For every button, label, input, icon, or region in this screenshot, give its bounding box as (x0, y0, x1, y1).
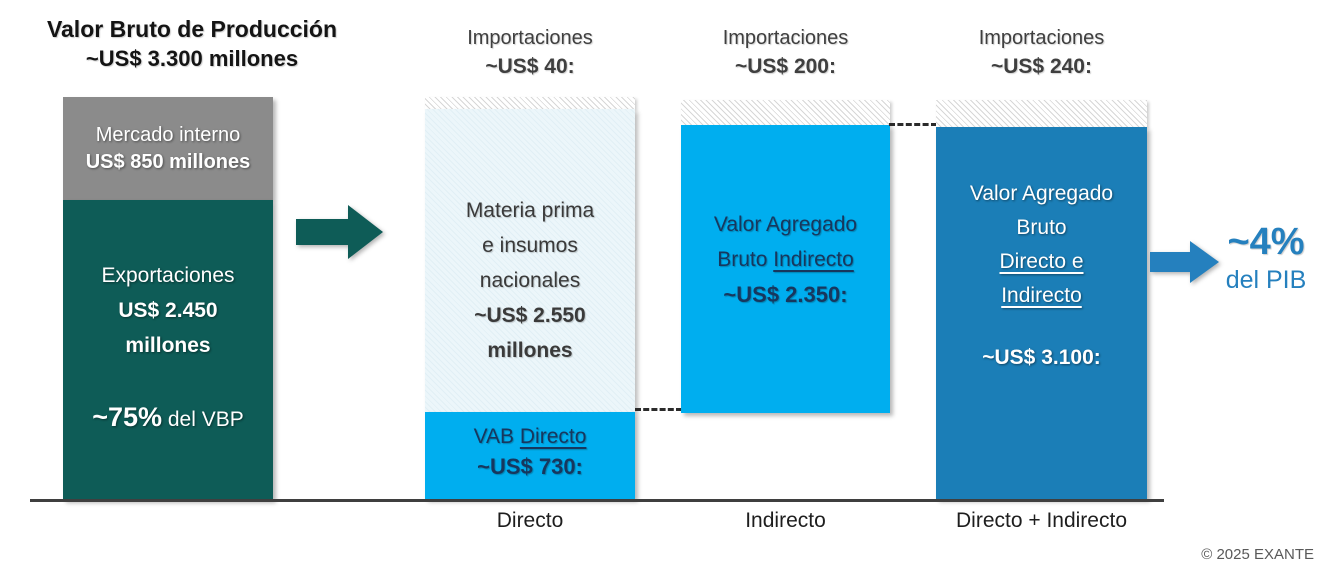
indirecto-imports-value: ~US$ 200: (735, 55, 836, 78)
vab-total-line1: Valor Agregado (969, 182, 1114, 205)
copyright-notice: © 2025 EXANTE (1201, 546, 1314, 563)
segment-exportaciones: Exportaciones US$ 2.450 millones ~75% de… (63, 200, 273, 500)
indirecto-imports-label: Importaciones (722, 27, 849, 49)
exportaciones-share-suffix: del VBP (162, 408, 244, 431)
directo-imports-header: Importaciones ~US$ 40: (425, 24, 635, 82)
vab-indirecto-line1: Valor Agregado (713, 213, 858, 236)
materia-prima-line2: e insumos (482, 234, 578, 257)
pib-label: del PIB (1225, 266, 1307, 294)
vab-indirecto-line2: Bruto Indirecto (681, 242, 890, 277)
total-imports-header: Importaciones ~US$ 240: (936, 24, 1147, 82)
axis-label-total: Directo + Indirecto (956, 509, 1127, 532)
segment-importaciones-total (936, 100, 1147, 127)
title-line2: ~US$ 3.300 millones (85, 46, 299, 71)
segment-vab-directo: VAB Directo ~US$ 730: (425, 412, 635, 499)
segment-importaciones-indirecto (681, 100, 890, 125)
x-axis-baseline (30, 499, 1164, 502)
pib-percentage: ~4% (1227, 221, 1305, 263)
vab-indirecto-prefix: Bruto (717, 248, 774, 271)
segment-vab-total: Valor Agregado Bruto Directo e Indirecto… (936, 127, 1147, 499)
dashed-connector-directo-indirecto (635, 408, 682, 411)
total-imports-label: Importaciones (978, 27, 1105, 49)
dashed-connector-indirecto-total (889, 123, 937, 126)
vab-indirecto-value: ~US$ 2.350: (723, 282, 848, 307)
vab-directo-prefix: VAB (473, 425, 520, 448)
materia-prima-value-line2: millones (487, 339, 573, 362)
vab-directo-value: ~US$ 730: (477, 454, 583, 479)
vab-total-line3: Directo e (999, 250, 1084, 273)
materia-prima-line1: Materia prima (465, 199, 595, 222)
segment-mercado-interno: Mercado interno US$ 850 millones (63, 97, 273, 200)
directo-imports-label: Importaciones (467, 27, 593, 49)
directo-imports-value: ~US$ 40: (485, 55, 575, 78)
axis-label-directo: Directo (496, 509, 564, 532)
vab-indirecto-underlined: Indirecto (773, 248, 854, 271)
arrow-right-icon (296, 205, 383, 259)
exportaciones-value-line2: millones (125, 334, 211, 357)
axis-label-indirecto: Indirecto (745, 509, 826, 532)
arrow-right-blue-icon (1150, 241, 1219, 283)
materia-prima-value-line1: ~US$ 2.550 (474, 304, 586, 327)
segment-importaciones-directo (425, 97, 635, 109)
exportaciones-value-line1: US$ 2.450 (118, 299, 218, 322)
title-line1: Valor Bruto de Producción (46, 16, 338, 42)
vab-directo-underlined: Directo (519, 425, 587, 448)
page-title: Valor Bruto de Producción ~US$ 3.300 mil… (6, 14, 378, 74)
vab-total-value: ~US$ 3.100: (982, 346, 1101, 369)
total-imports-value: ~US$ 240: (991, 55, 1092, 78)
vab-total-line2: Bruto (1016, 216, 1067, 239)
mercado-interno-value: US$ 850 millones (85, 150, 251, 173)
exportaciones-share-line: ~75% del VBP (63, 400, 273, 437)
vab-directo-label: VAB Directo (425, 422, 635, 452)
pib-annotation: ~4% del PIB (1214, 220, 1318, 296)
exportaciones-label: Exportaciones (101, 264, 235, 287)
exportaciones-share-pct: ~75% (92, 402, 163, 432)
materia-prima-line3: nacionales (479, 269, 581, 292)
vab-total-line4: Indirecto (1001, 284, 1082, 307)
segment-vab-indirecto: Valor Agregado Bruto Indirecto ~US$ 2.35… (681, 125, 890, 413)
mercado-interno-label: Mercado interno (95, 123, 241, 146)
indirecto-imports-header: Importaciones ~US$ 200: (681, 24, 890, 82)
segment-materia-prima: Materia prima e insumos nacionales ~US$ … (425, 109, 635, 412)
